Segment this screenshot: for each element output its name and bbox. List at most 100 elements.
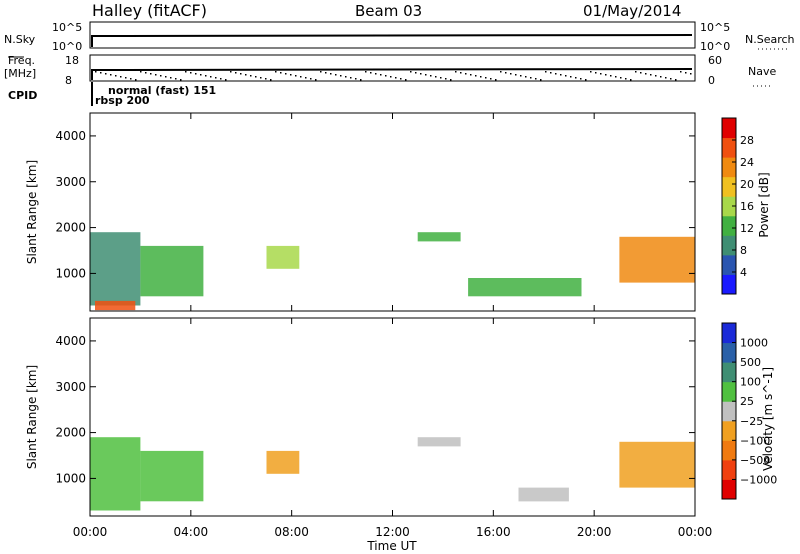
nave-dot [585,79,587,81]
nave-tick-bottom: 0 [708,74,715,87]
nave-dot [675,79,677,81]
nsearch-tick-bottom: 10^0 [700,40,730,53]
nave-dot [105,73,107,75]
nave-tick-top: 60 [708,54,722,67]
nave-dot [350,77,352,79]
nave-dot [465,73,467,75]
power-colorbar-segment [722,215,736,236]
nave-dot [240,73,242,75]
time-tick-label: 04:00 [174,525,209,539]
power-region-1 [95,300,136,311]
nave-dot [225,79,227,81]
nave-dot [605,74,607,76]
nave-dot [215,77,217,79]
nave-dot [195,73,197,75]
velocity-colorbar-segment [722,440,736,461]
nave-dot [405,79,407,81]
nave-dot [665,77,667,79]
nave-dot [125,77,127,79]
velocity-colorbar-tick-label: 500 [740,356,761,369]
nsky-label: N.Sky [4,33,36,46]
cpid-mode-normal: normal (fast) 151 [108,84,216,97]
nave-dot [440,77,442,79]
nave-dot [285,73,287,75]
nave-dot [220,78,222,80]
velocity-axis-ticks: 1000 2000 3000 4000 [55,318,696,516]
nave-dot [535,78,537,80]
nave-dot [100,72,102,74]
nave-dot [320,71,322,73]
nave-dot [130,78,132,80]
beam-title: Beam 03 [355,2,422,20]
cpid-label: CPID [8,89,37,102]
nave-dot [550,72,552,74]
date-title: 01/May/2014 [583,2,681,20]
nave-dot [615,76,617,78]
power-axis-ticks: 1000 2000 3000 4000 [55,113,696,311]
nave-dot [190,72,192,74]
time-axis-label: Time UT [366,539,417,553]
nsearch-label: N.Search [745,33,795,46]
velocity-colorbar-segment [722,362,736,383]
power-ytick-label: 1000 [55,266,86,280]
nave-dot [375,73,377,75]
nave-dot [390,76,392,78]
nave-dot [290,74,292,76]
power-colorbar-tick-label: 16 [740,200,754,213]
nave-dot [295,75,297,77]
velocity-region-3 [417,437,461,447]
freq-trace [91,68,693,80]
nave-dot [135,79,137,81]
nave-dot [575,77,577,79]
nave-dot [360,79,362,81]
power-colorbar-tick-label: 24 [740,156,754,169]
nave-dot [280,72,282,74]
cpid-mode-rbsp: rbsp 200 [95,94,150,107]
nave-dot [480,76,482,78]
freq-label-line1: Freq. [8,54,35,67]
nave-dot [555,73,557,75]
velocity-region-2 [266,450,300,474]
nave-dot [485,77,487,79]
nave-dot [120,76,122,78]
nave-dot [600,73,602,75]
power-ylabel: Slant Range [km] [25,160,39,264]
nave-dot [165,76,167,78]
power-ytick-label: 4000 [55,129,86,143]
power-colorbar-segment [722,274,736,295]
power-colorbar: 28 24 20 16 12 8 4 [721,117,754,295]
nave-dot [685,72,687,74]
nave-dot [235,72,237,74]
nave-dot [495,79,497,81]
nave-dot [525,76,527,78]
time-tick-label: 20:00 [577,525,612,539]
nave-dot [345,76,347,78]
nave-dot [155,74,157,76]
velocity-colorbar-segment [722,342,736,363]
freq-tick-bottom: 8 [65,74,72,87]
power-colorbar-segment [722,118,736,139]
nave-dot [515,74,517,76]
nave-dot [470,74,472,76]
nsky-tick-top: 10^5 [52,21,82,34]
nave-dot [370,72,372,74]
nave-dot [185,71,187,73]
site-title: Halley (fitACF) [92,1,207,20]
power-region-0 [90,232,141,306]
nave-dot [265,78,267,80]
velocity-colorbar-segment [722,381,736,402]
nave-dot [475,75,477,77]
power-region-2 [140,245,204,297]
power-colorbar-segment [722,235,736,256]
nave-dot [435,76,437,78]
nave-dot [260,77,262,79]
velocity-colorbar-label: Velocity [m s^-1] [761,367,775,471]
nave-dot [335,74,337,76]
velocity-region-5 [619,441,695,488]
nave-dot [590,71,592,73]
nave-dot [570,76,572,78]
nave-dot [150,73,152,75]
nave-dot [510,73,512,75]
nave-dot [175,78,177,80]
velocity-heatmap [90,437,695,511]
